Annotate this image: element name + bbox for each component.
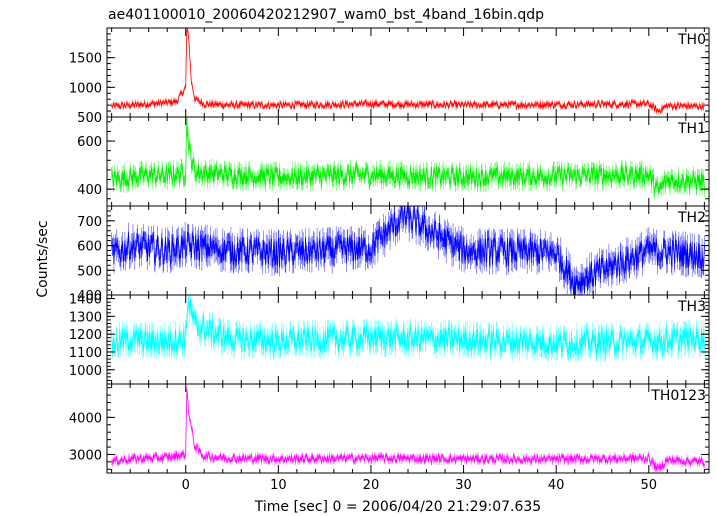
series-th0	[111, 28, 705, 115]
panel-th2: 400 500 600 700 TH2	[77, 205, 710, 304]
panel-label: TH0123	[650, 388, 706, 404]
series-th3	[111, 295, 705, 363]
y-tick-label: 500	[77, 264, 102, 279]
panel-frame	[106, 27, 710, 118]
panel-label: TH1	[677, 121, 706, 137]
error-bars	[111, 206, 705, 295]
y-tick-label: 600	[77, 135, 102, 150]
x-tick-label: 40	[548, 478, 565, 493]
chart-title: ae401100010_20060420212907_wam0_bst_4ban…	[108, 7, 544, 23]
y-tick-label: 1500	[69, 52, 102, 67]
panel-th0123: 3000 4000 TH0123	[69, 383, 710, 474]
panel-frame	[106, 116, 710, 207]
series-th1	[111, 117, 705, 200]
error-bars	[111, 117, 705, 200]
panel-label: TH2	[677, 210, 706, 226]
error-bars	[111, 28, 705, 115]
series-th2	[111, 206, 705, 295]
x-tick-label: 50	[641, 478, 658, 493]
x-tick-label: 20	[363, 478, 380, 493]
series-line	[111, 28, 705, 113]
series-line	[111, 206, 705, 295]
y-tick-label: 500	[77, 111, 102, 126]
y-tick-label: 1200	[69, 328, 102, 343]
y-tick-label: 400	[77, 289, 102, 304]
error-bars	[111, 386, 705, 473]
y-tick-label: 3000	[69, 448, 102, 463]
y-tick-label: 1300	[69, 310, 102, 325]
y-tick-label: 400	[77, 183, 102, 198]
y-tick-label: 1000	[69, 81, 102, 96]
x-axis-label: Time [sec] 0 = 2006/04/20 21:29:07.635	[254, 499, 541, 515]
y-axis-label: Counts/sec	[35, 220, 51, 297]
panel-th3: 1000 1100 1200 1300 1400 TH3	[69, 293, 710, 385]
panel-th0: 500 1000 1500 TH0	[69, 27, 710, 126]
series-line	[111, 117, 705, 194]
series-th0123	[111, 386, 705, 473]
x-tick-label: 10	[270, 478, 287, 493]
y-tick-label: 4000	[69, 411, 102, 426]
y-tick-label: 1000	[69, 364, 102, 379]
panel-label: TH3	[677, 299, 706, 315]
panel-label: TH0	[677, 32, 706, 48]
series-line	[111, 298, 705, 356]
y-tick-label: 1100	[69, 346, 102, 361]
y-tick-label: 700	[77, 215, 102, 230]
x-tick-label: 0	[182, 478, 190, 493]
panel-th1: 400 600 TH1	[77, 116, 710, 207]
y-tick-label: 1400	[69, 293, 102, 308]
series-line	[111, 388, 705, 472]
x-tick-label: 30	[455, 478, 472, 493]
y-tick-label: 600	[77, 240, 102, 255]
